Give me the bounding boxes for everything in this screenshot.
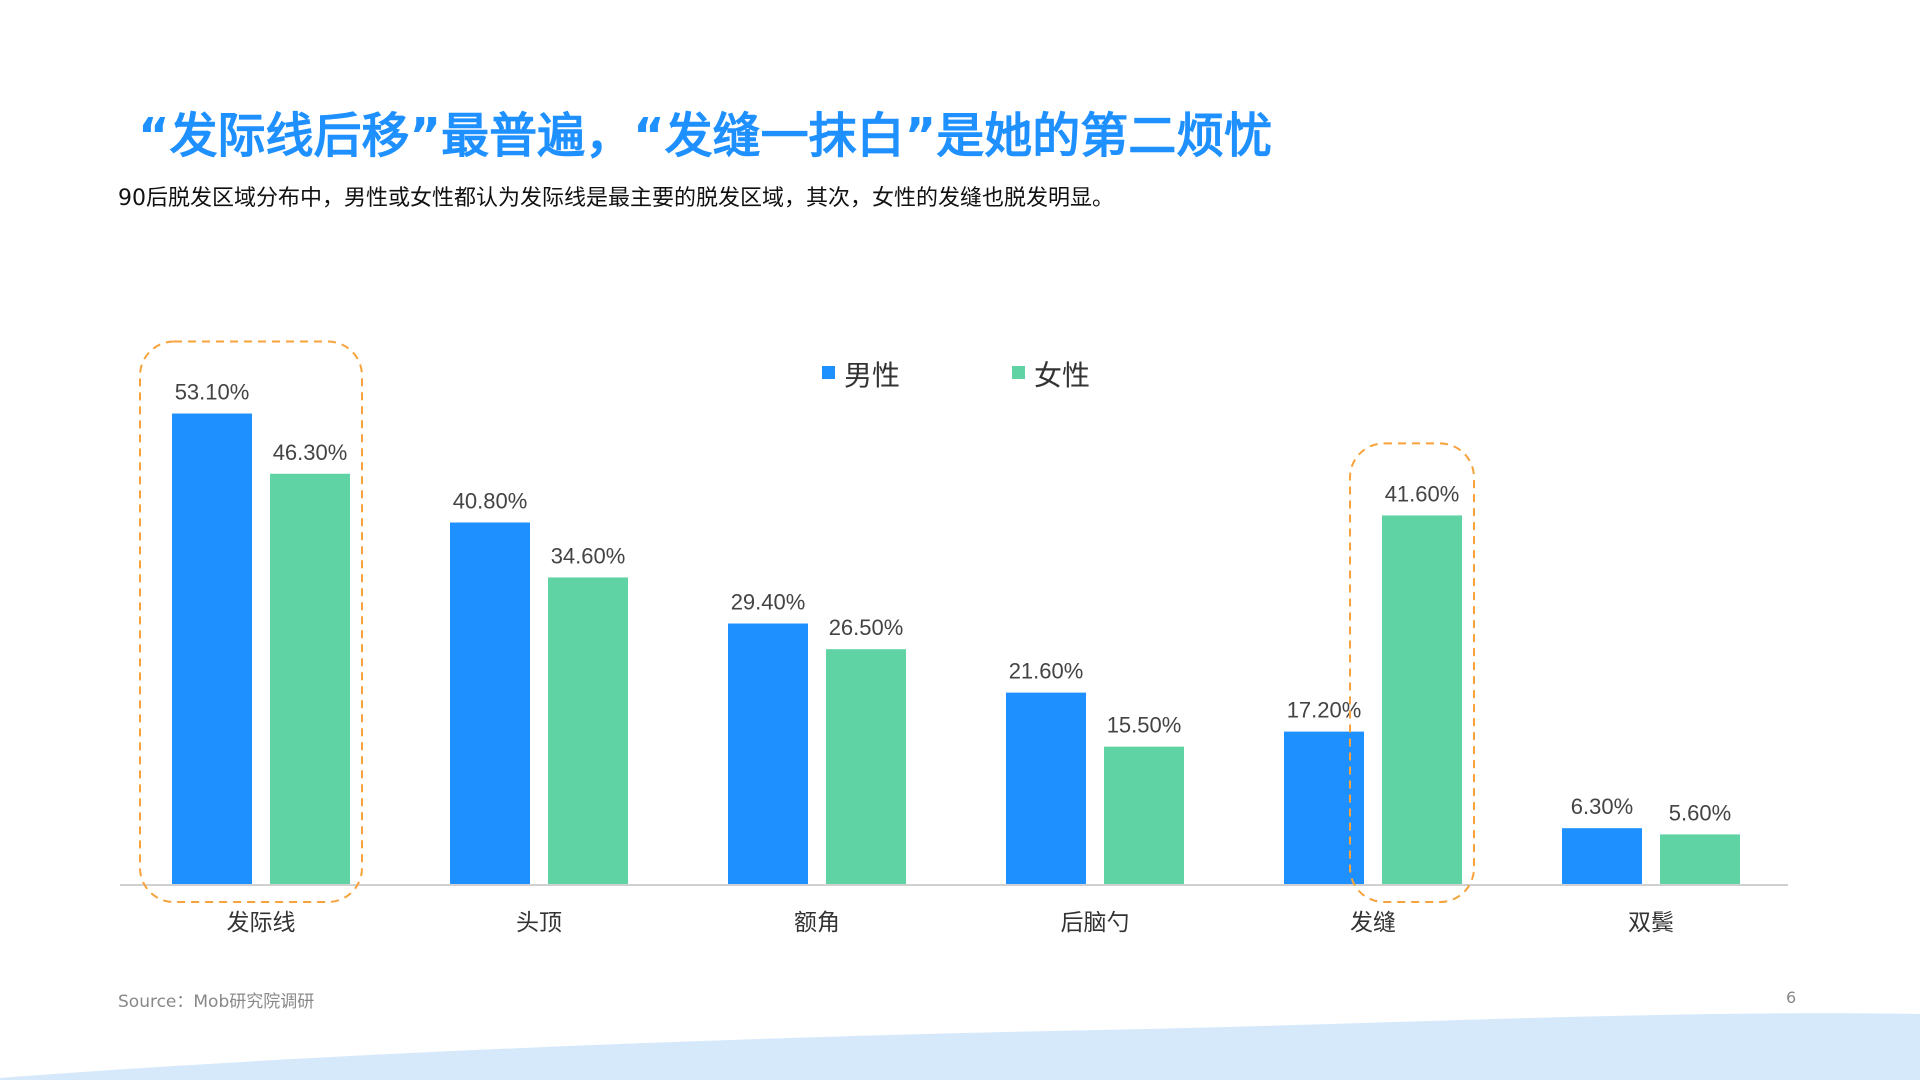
bar-chart: 53.10% 46.30% 发际线 40.80% 34.60% 头顶 29.40% 26.50… <box>120 340 1788 936</box>
highlight-box <box>139 340 363 903</box>
bar-female <box>1104 746 1184 884</box>
data-label: 53.10% <box>175 380 250 405</box>
legend-label: 女性 <box>1034 359 1090 392</box>
bar-female <box>1382 515 1462 884</box>
x-tick-label: 发际线 <box>227 910 296 936</box>
data-label: 29.40% <box>731 590 806 615</box>
bar-female <box>270 473 350 884</box>
data-label: 6.30% <box>1571 794 1633 819</box>
bar-male <box>172 413 252 884</box>
bar-female <box>548 577 628 884</box>
bar-male <box>1562 828 1642 884</box>
bar-female <box>826 649 906 884</box>
bar-female <box>1660 834 1740 884</box>
data-label: 21.60% <box>1009 659 1084 684</box>
bar-male <box>728 623 808 884</box>
page-subtitle: 90后脱发区域分布中，男性或女性都认为发际线是最主要的脱发区域，其次，女性的发缝… <box>118 186 1114 211</box>
page-number: 6 <box>1786 988 1797 1007</box>
data-label: 26.50% <box>829 615 904 640</box>
data-label: 17.20% <box>1287 698 1362 723</box>
data-label: 40.80% <box>453 489 528 514</box>
highlight-box <box>1349 442 1475 903</box>
x-tick-label: 发缝 <box>1350 910 1396 936</box>
source-note: Source：Mob研究院调研 <box>118 992 315 1012</box>
x-tick-label: 头顶 <box>516 910 562 936</box>
data-label: 34.60% <box>551 543 626 568</box>
legend-swatch-male <box>822 366 835 379</box>
x-tick-label: 额角 <box>794 910 840 936</box>
decorative-wave <box>0 1013 1920 1080</box>
data-label: 15.50% <box>1107 713 1182 738</box>
data-label: 46.30% <box>273 440 348 465</box>
legend-label: 男性 <box>844 359 900 392</box>
legend-swatch-female <box>1012 366 1025 379</box>
x-tick-label: 双鬓 <box>1628 910 1674 936</box>
data-label: 41.60% <box>1385 481 1460 506</box>
bar-male <box>450 522 530 884</box>
x-tick-label: 后脑勺 <box>1061 910 1130 936</box>
data-label: 5.60% <box>1669 800 1731 825</box>
page-title: “发际线后移”最普遍，“发缝一抹白”是她的第二烦忧 <box>138 108 1273 164</box>
bar-male <box>1284 731 1364 884</box>
bar-male <box>1006 692 1086 884</box>
wave-shape <box>0 1013 1920 1080</box>
